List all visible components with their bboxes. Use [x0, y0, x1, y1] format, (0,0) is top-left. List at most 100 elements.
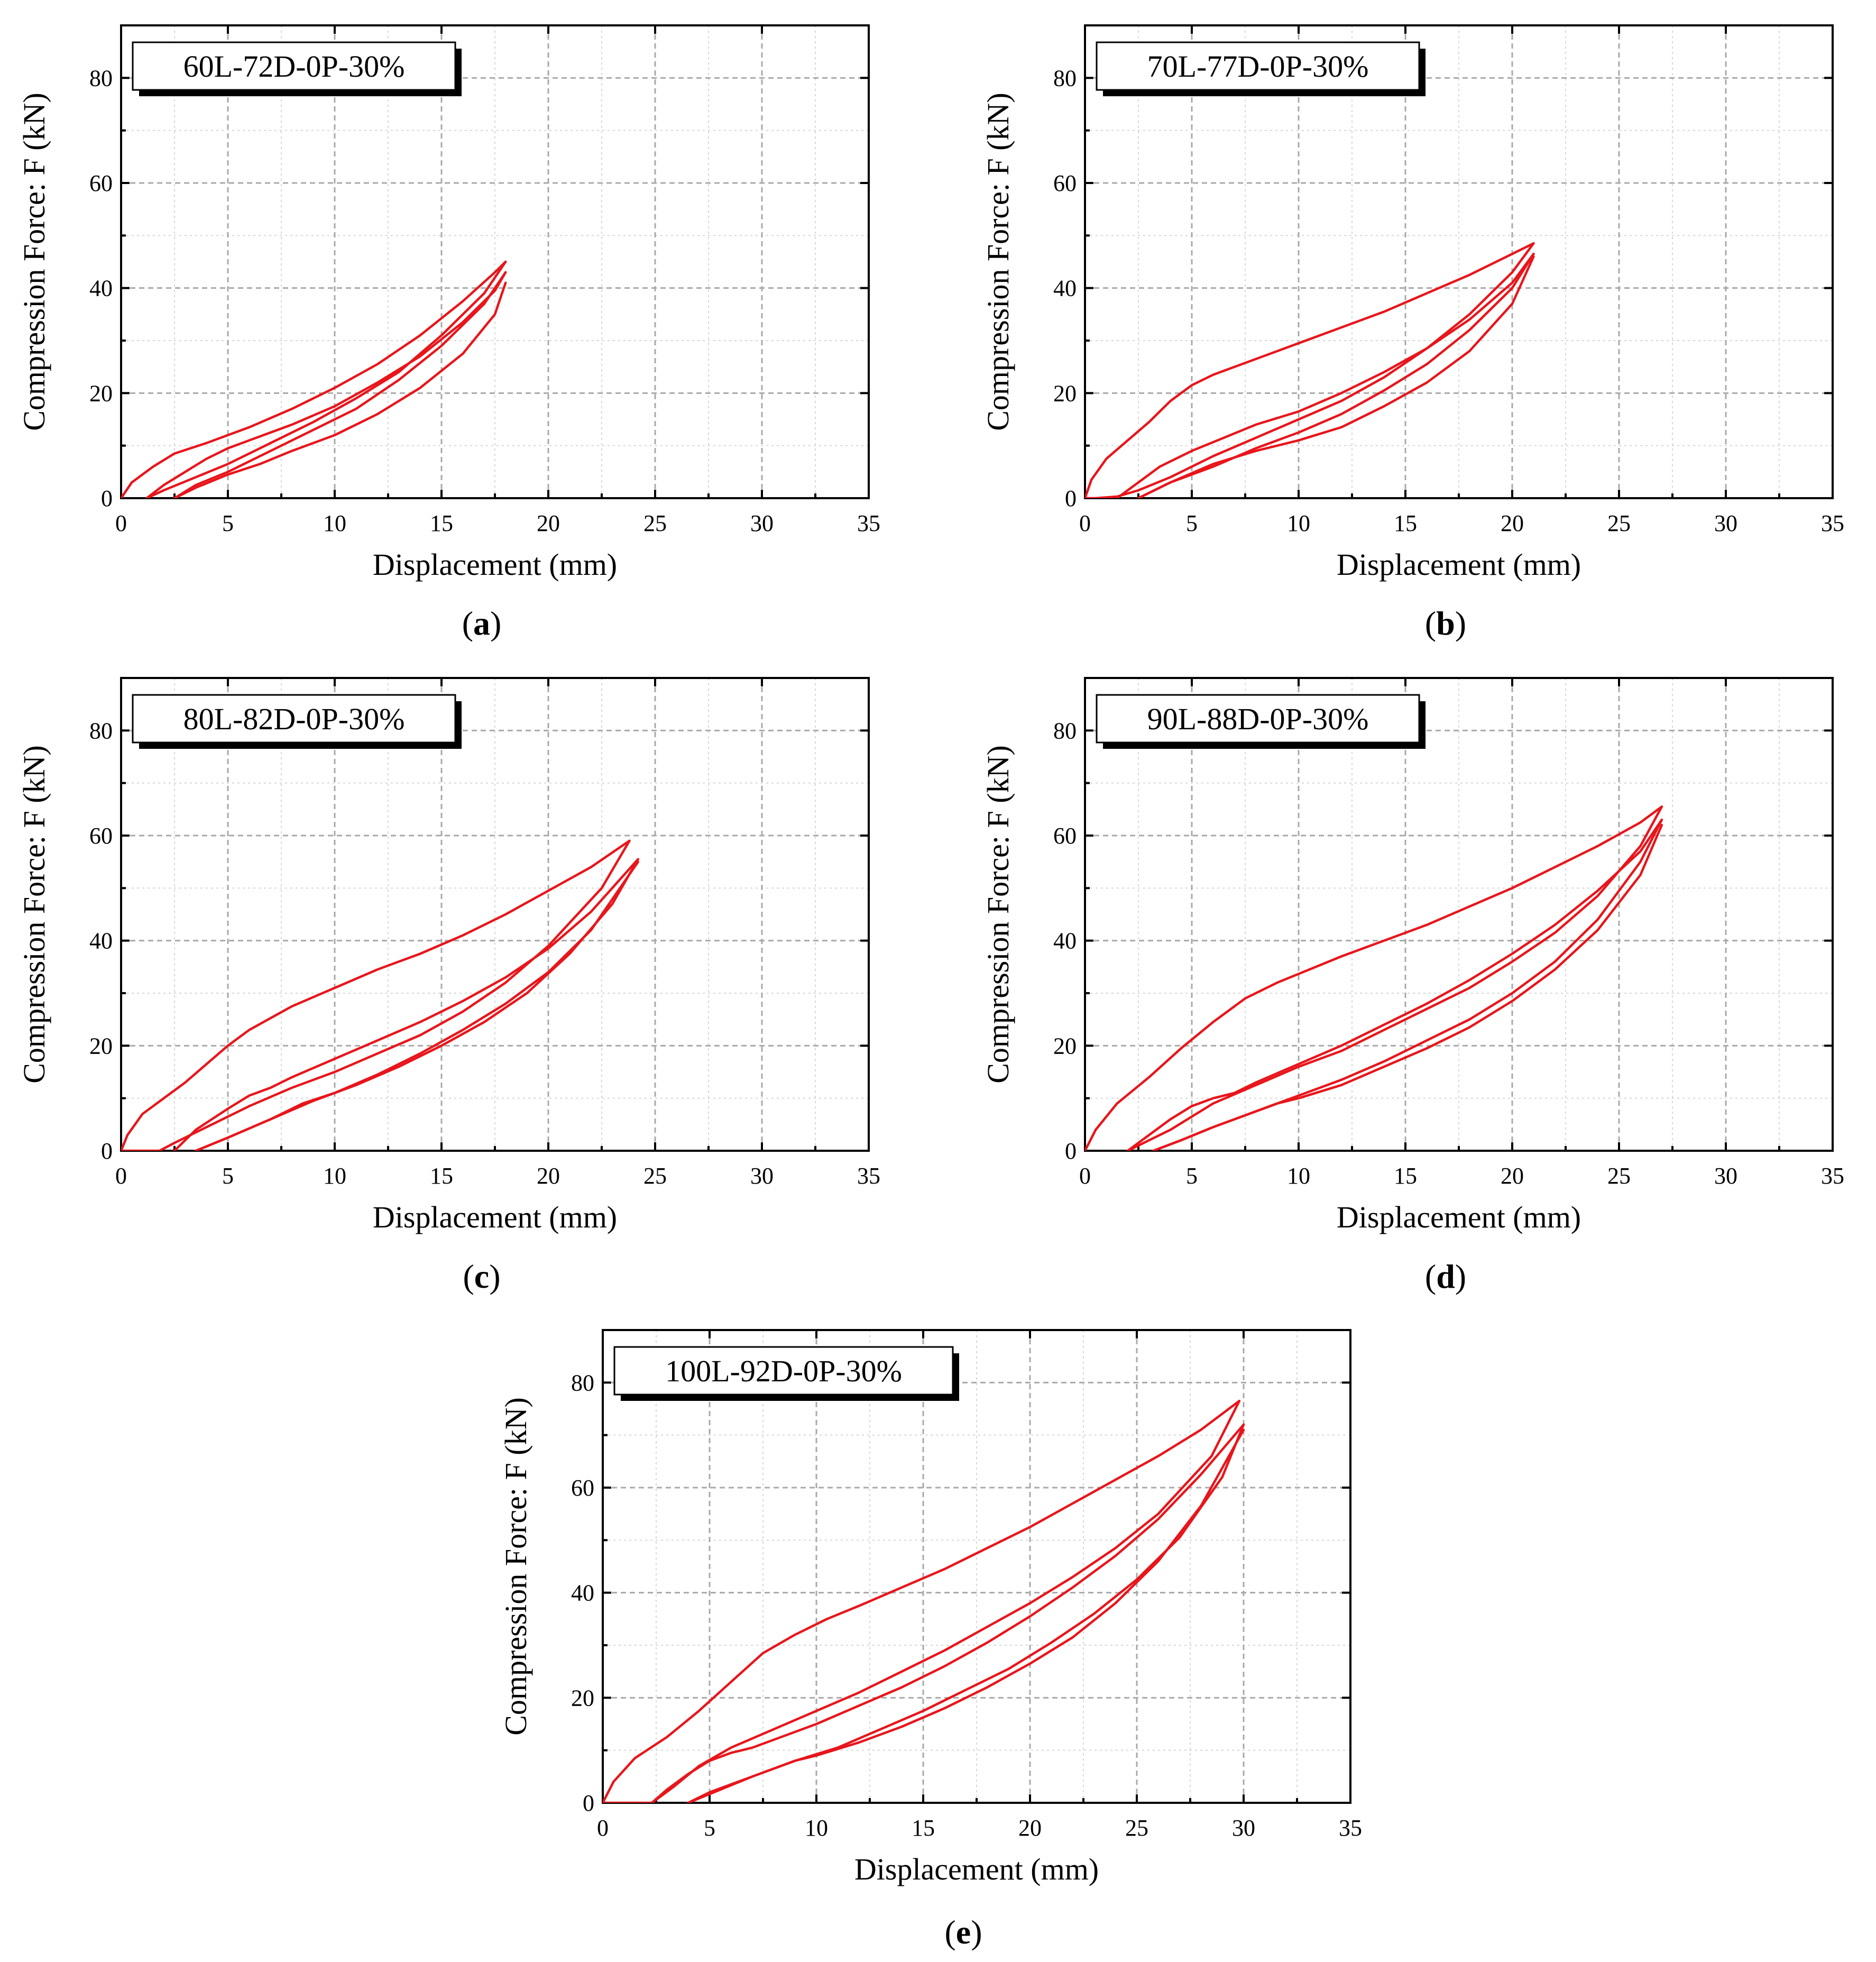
y-tick-label: 40 [89, 276, 113, 301]
x-tick-label: 5 [704, 1815, 715, 1841]
series-cycle-2-loading [650, 1423, 1245, 1803]
series-group [603, 1399, 1245, 1803]
x-tick-label: 30 [750, 1163, 774, 1189]
series-cycle-2-loading [1116, 252, 1535, 498]
x-tick-label: 25 [643, 510, 667, 536]
x-tick-label: 30 [1714, 510, 1737, 536]
y-tick-label: 60 [1053, 170, 1077, 196]
legend-box [132, 694, 456, 744]
x-tick-label: 5 [222, 1163, 234, 1189]
x-tick-label: 5 [1186, 1163, 1198, 1189]
x-tick-label: 25 [1607, 510, 1631, 536]
x-tick-label: 35 [1339, 1815, 1362, 1841]
series-cycle-3-loading [1152, 823, 1663, 1151]
series-cycle-2-unloading [1137, 252, 1535, 498]
x-tick-label: 35 [857, 510, 880, 536]
x-tick-label: 10 [1287, 510, 1310, 536]
series-cycle-1-loading [1085, 242, 1535, 498]
legend-label: 80L-82D-0P-30% [183, 702, 405, 736]
x-tick-label: 0 [115, 1163, 127, 1189]
series-cycle-3-loading [687, 1428, 1245, 1803]
chart-panel-a: 0 5 10 15 20 25 30 35 0 20 40 60 80 Displacement (mm)… [17, 24, 880, 642]
y-tick-label: 0 [583, 1790, 594, 1816]
series-cycle-1-loading [121, 839, 631, 1151]
series-group [121, 260, 507, 498]
series-cycle-3-loading [195, 860, 639, 1151]
panel-label: (c) [463, 1258, 500, 1295]
series-group [1085, 242, 1535, 498]
panel-label: (e) [944, 1913, 982, 1951]
legend-label: 60L-72D-0P-30% [183, 49, 405, 84]
y-tick-label: 20 [1053, 380, 1077, 406]
y-tick-label: 60 [571, 1475, 594, 1501]
y-tick-label: 80 [89, 718, 113, 744]
series-cycle-1-unloading [1085, 242, 1535, 498]
plot-frame [1084, 24, 1834, 499]
legend-label: 70L-77D-0P-30% [1147, 49, 1369, 84]
legend-label: 90L-88D-0P-30% [1147, 702, 1369, 736]
x-tick-label: 25 [1607, 1163, 1631, 1189]
x-tick-label: 15 [1394, 1163, 1417, 1189]
y-tick-label: 60 [1053, 823, 1077, 849]
legend-box [613, 1346, 954, 1396]
y-tick-label: 80 [571, 1370, 594, 1396]
legend-box [132, 41, 456, 91]
series-cycle-2-unloading [173, 271, 507, 498]
series-cycle-2-loading [173, 858, 639, 1151]
x-tick-label: 10 [323, 1163, 346, 1189]
series-cycle-2-unloading [1152, 818, 1663, 1151]
y-tick-label: 40 [571, 1580, 594, 1606]
x-axis-title: Displacement (mm) [1337, 1200, 1581, 1234]
x-tick-label: 20 [1501, 1163, 1524, 1189]
x-tick-label: 20 [537, 1163, 560, 1189]
x-tick-label: 25 [1125, 1815, 1148, 1841]
x-tick-label: 35 [1821, 510, 1844, 536]
y-tick-label: 0 [101, 485, 113, 511]
x-tick-label: 10 [1287, 1163, 1310, 1189]
series-group [1085, 805, 1663, 1151]
x-tick-label: 15 [912, 1815, 935, 1841]
series-cycle-3-loading [173, 281, 507, 498]
x-tick-label: 20 [537, 510, 560, 536]
x-axis-title: Displacement (mm) [373, 1200, 617, 1234]
x-tick-label: 0 [1079, 1163, 1091, 1189]
y-tick-label: 40 [1053, 928, 1077, 954]
x-tick-label: 35 [857, 1163, 880, 1189]
series-cycle-1-unloading [603, 1399, 1241, 1803]
y-tick-label: 40 [89, 928, 113, 954]
series-cycle-2-loading [145, 271, 507, 498]
y-tick-label: 0 [101, 1138, 113, 1164]
x-tick-label: 5 [222, 510, 234, 536]
series-cycle-2-unloading [687, 1423, 1245, 1803]
legend-box [1096, 694, 1420, 744]
y-tick-label: 20 [89, 1033, 113, 1059]
legend-box [1096, 41, 1420, 91]
panel-label: (a) [462, 604, 502, 642]
y-axis-title: Compression Force: F (kN) [499, 1397, 533, 1736]
chart-panel-c: 0 5 10 15 20 25 30 35 0 20 40 60 80 Displacement (mm)… [17, 677, 880, 1295]
series-group [121, 839, 639, 1151]
x-tick-label: 15 [430, 1163, 453, 1189]
y-axis-title: Compression Force: F (kN) [981, 93, 1015, 431]
chart-panel-e: 0 5 10 15 20 25 30 35 0 20 40 60 80 Displacement (mm)… [499, 1329, 1362, 1951]
series-cycle-1-loading [121, 260, 507, 498]
chart-panel-d: 0 5 10 15 20 25 30 35 0 20 40 60 80 Displacement (mm)… [981, 677, 1844, 1295]
series-cycle-1-loading [1085, 805, 1663, 1151]
plot-frame [120, 677, 870, 1152]
x-tick-label: 10 [323, 510, 346, 536]
y-tick-label: 80 [1053, 65, 1077, 91]
x-tick-label: 10 [805, 1815, 828, 1841]
y-tick-label: 0 [1065, 485, 1077, 511]
series-cycle-1-unloading [1126, 805, 1663, 1151]
y-tick-label: 80 [89, 65, 113, 91]
plot-frame [120, 24, 870, 499]
y-axis-title: Compression Force: F (kN) [981, 745, 1015, 1084]
series-cycle-1-unloading [145, 260, 507, 498]
series-cycle-3-loading [1137, 255, 1535, 498]
x-tick-label: 0 [1079, 510, 1091, 536]
y-tick-label: 0 [1065, 1138, 1077, 1164]
chart-panel-b: 0 5 10 15 20 25 30 35 0 20 40 60 80 Displacement (mm)… [981, 24, 1844, 642]
x-tick-label: 35 [1821, 1163, 1844, 1189]
x-tick-label: 25 [643, 1163, 667, 1189]
